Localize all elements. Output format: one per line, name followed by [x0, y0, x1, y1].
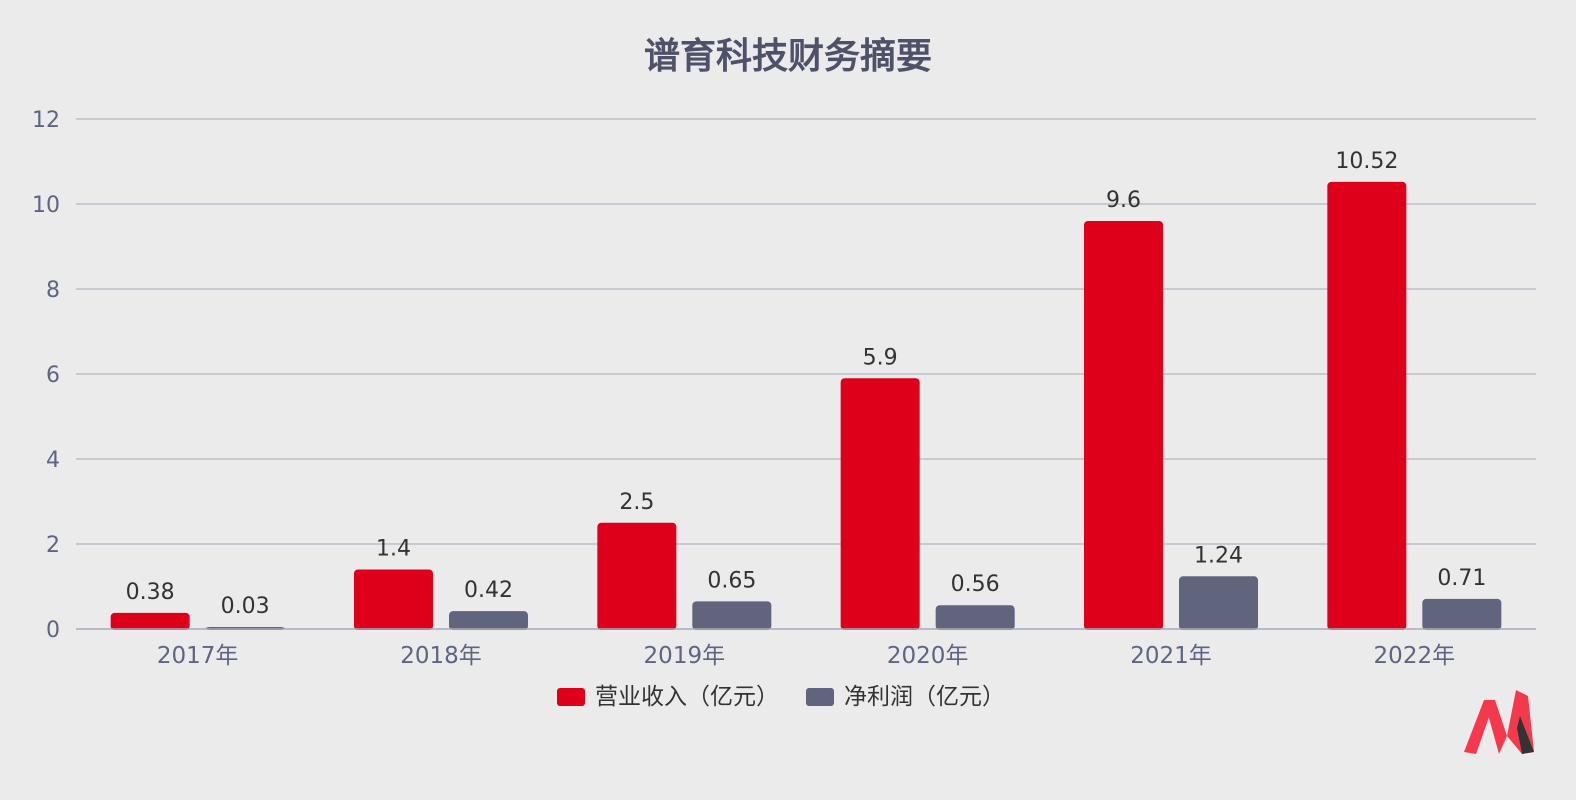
legend-label: 营业收入（亿元） — [595, 684, 779, 710]
gridlines — [76, 118, 1536, 545]
data-label: 0.71 — [1437, 566, 1486, 591]
y-tick-label: 4 — [46, 448, 60, 473]
y-axis-ticks: 0 2 4 6 8 10 12 — [32, 108, 60, 643]
data-label: 0.42 — [464, 578, 513, 603]
data-label: 0.65 — [707, 568, 756, 593]
bar-revenue — [354, 569, 433, 630]
y-tick-label: 6 — [46, 363, 60, 388]
bar-revenue — [1327, 181, 1407, 630]
data-label: 1.4 — [376, 537, 411, 562]
x-tick-label: 2019年 — [644, 643, 726, 669]
logo-middle-stroke — [1484, 700, 1507, 754]
logo-left-stroke — [1464, 700, 1495, 754]
data-label: 5.9 — [863, 345, 898, 370]
x-tick-label: 2017年 — [157, 643, 239, 669]
y-tick-label: 12 — [32, 108, 60, 133]
logo-shadow-stroke — [1517, 716, 1534, 754]
bar-net-profit — [1179, 576, 1258, 630]
bars — [110, 181, 1502, 630]
data-labels: 0.38 0.03 1.4 0.42 2.5 0.65 5.9 0.56 9.6 1.24 10.5… — [126, 149, 1487, 619]
data-label: 0.56 — [951, 572, 1000, 597]
x-tick-label: 2018年 — [400, 643, 482, 669]
data-label: 0.03 — [221, 594, 270, 619]
bar-revenue — [110, 612, 190, 630]
data-label: 1.24 — [1194, 543, 1243, 568]
chart-title: 谱育科技财务摘要 — [644, 35, 932, 77]
bar-revenue — [597, 522, 677, 630]
x-axis-ticks: 2017年 2018年 2019年 2020年 2021年 2022年 — [157, 643, 1455, 669]
legend: 营业收入（亿元） 净利润（亿元） — [557, 684, 1005, 710]
data-label: 0.38 — [126, 580, 175, 605]
y-tick-label: 0 — [46, 618, 60, 643]
y-tick-label: 2 — [46, 533, 60, 558]
legend-swatch — [557, 688, 585, 706]
legend-swatch — [806, 688, 834, 706]
brand-logo-icon — [1464, 690, 1534, 754]
data-label: 9.6 — [1106, 188, 1141, 213]
y-tick-label: 10 — [32, 193, 60, 218]
bar-net-profit — [935, 605, 1015, 630]
data-label: 2.5 — [619, 490, 654, 515]
bar-revenue — [840, 378, 920, 630]
y-tick-label: 8 — [46, 278, 60, 303]
bar-net-profit — [692, 601, 772, 630]
data-label: 10.52 — [1335, 149, 1398, 174]
x-tick-label: 2020年 — [887, 643, 969, 669]
x-tick-label: 2021年 — [1130, 643, 1212, 669]
bar-revenue — [1084, 221, 1163, 630]
x-tick-label: 2022年 — [1374, 643, 1456, 669]
bar-net-profit — [449, 611, 528, 630]
bar-net-profit — [1422, 598, 1502, 630]
legend-label: 净利润（亿元） — [844, 684, 1005, 710]
